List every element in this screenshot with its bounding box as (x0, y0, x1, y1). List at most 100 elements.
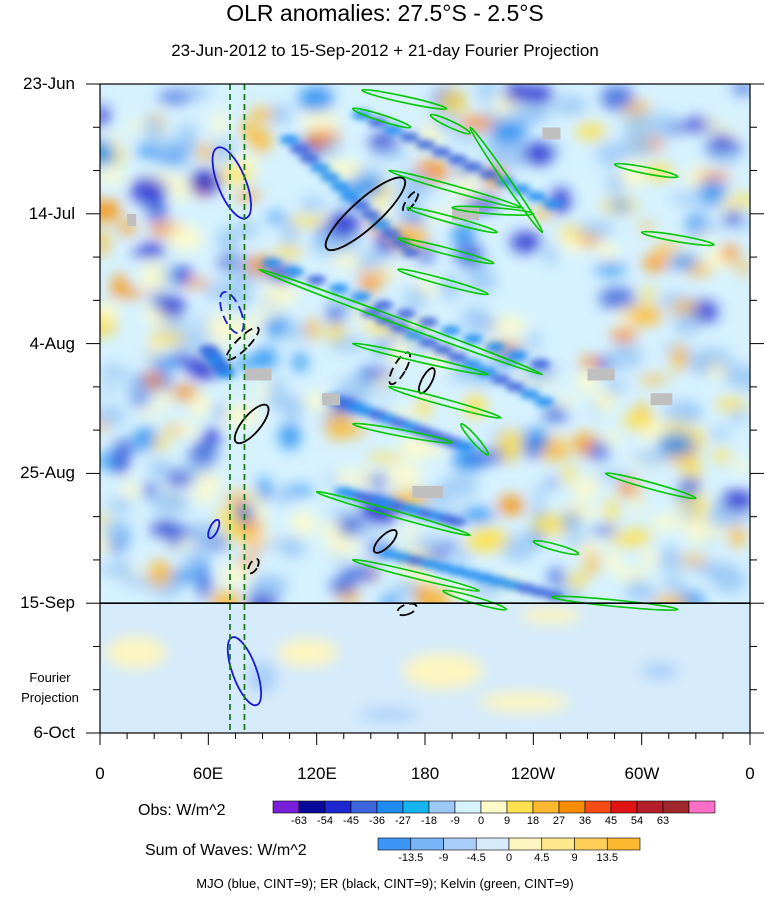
colorbar-tick-label: -36 (369, 815, 385, 827)
er-contour (372, 529, 398, 554)
colorbar-cell (454, 800, 482, 814)
contour-legend: MJO (blue, CINT=9); ER (black, CINT=9); … (196, 876, 574, 891)
kelvin-contour (258, 268, 544, 376)
colorbar-tick-label: 9 (571, 852, 578, 864)
y-tick-label: 25-Aug (20, 463, 75, 482)
colorbar-tick-label: 36 (578, 815, 592, 827)
colorbar-cell (410, 837, 444, 851)
kelvin-contour (351, 422, 453, 444)
missing-data-bar (650, 393, 673, 406)
kelvin-contour (315, 490, 471, 537)
kelvin-contour (361, 88, 448, 111)
kelvin-contour (397, 268, 490, 296)
chart-title: OLR anomalies: 27.5°S - 2.5°S (226, 0, 544, 26)
colorbar-tick-label: 0 (505, 852, 513, 864)
colorbar-tick-label: 27 (552, 815, 566, 827)
x-tick-label: 120W (510, 764, 556, 783)
colorbar-cell (376, 800, 404, 814)
kelvin-contour (469, 126, 544, 234)
colorbar-tick-label: -9 (438, 852, 449, 864)
colorbar-cell (377, 837, 412, 851)
colorbar-cell (508, 837, 543, 851)
colorbar-cell (541, 837, 575, 851)
kelvin-contour (532, 539, 580, 556)
colorbar-tick-label: 63 (656, 815, 670, 827)
colorbar-cell (688, 800, 716, 814)
colorbar-cell (298, 800, 326, 814)
colorbar-tick-label: -4.5 (466, 852, 486, 864)
colorbar-cell (574, 837, 608, 851)
x-tick-label: 60W (624, 764, 660, 783)
kelvin-contour (550, 595, 679, 611)
colorbar-cell (636, 800, 664, 814)
chart-subtitle: 23-Jun-2012 to 15-Sep-2012 + 21-day Four… (171, 41, 599, 60)
x-tick-label: 180 (410, 764, 440, 783)
colorbar-cell (506, 800, 534, 814)
colorbar-cell (606, 837, 641, 851)
missing-data-bar (127, 213, 137, 226)
colorbar-cell (532, 800, 560, 814)
kelvin-contour (351, 558, 480, 592)
projection-note-line1: Fourier (29, 670, 71, 685)
waves-colorbar-label: Sum of Waves: W/m^2 (145, 842, 307, 859)
projection-field (100, 603, 750, 733)
kelvin-contour (451, 205, 535, 216)
colorbar-cell (428, 800, 456, 814)
kelvin-contour (351, 107, 412, 129)
projection-note-line2: Projection (21, 690, 79, 705)
kelvin-contour (640, 230, 715, 247)
y-tick-label: 23-Jun (23, 74, 75, 93)
kelvin-contour (613, 162, 679, 179)
x-tick-label: 0 (745, 764, 755, 783)
missing-data-bar (322, 393, 341, 406)
colorbar-cell (443, 837, 477, 851)
colorbar-cell (475, 837, 510, 851)
mjo-contour (226, 636, 263, 707)
kelvin-contour (388, 385, 502, 419)
y-tick-label: 15-Sep (20, 593, 75, 612)
y-tick-label: 6-Oct (33, 723, 75, 742)
colorbar-tick-label: -63 (291, 815, 307, 827)
colorbar-tick-label: 45 (604, 815, 618, 827)
colorbar-cell (272, 800, 300, 814)
er-contour (247, 558, 260, 575)
wave-contours (207, 84, 715, 733)
colorbar-tick-label: -13.5 (398, 852, 424, 864)
colorbar-cell (324, 800, 352, 814)
x-tick-label: 120E (297, 764, 337, 783)
kelvin-contour (388, 169, 522, 209)
colorbar-cell (480, 800, 508, 814)
er-contour (324, 176, 407, 252)
colorbar-tick-label: -27 (395, 815, 411, 827)
plot-axes (86, 83, 764, 851)
colorbar-tick-label: 4.5 (534, 852, 550, 864)
er-contour (402, 190, 420, 213)
x-tick-label: 60E (192, 764, 224, 783)
colorbar-tick-label: 18 (526, 815, 540, 827)
kelvin-contour (351, 342, 489, 376)
colorbar-cell (584, 800, 612, 814)
colorbar-cell (610, 800, 638, 814)
observed-olr-field (100, 84, 750, 616)
colorbar-cell (558, 800, 586, 814)
missing-data-bar (244, 368, 272, 381)
obs-colorbar-label: Obs: W/m^2 (138, 802, 226, 819)
colorbar-tick-label: 0 (477, 815, 485, 827)
colorbar-tick-label: -18 (421, 815, 437, 827)
colorbar-cell (402, 800, 430, 814)
colorbar-cell (662, 800, 690, 814)
colorbar-tick-label: -9 (450, 815, 460, 827)
kelvin-contour (397, 237, 495, 265)
missing-data-bar (542, 127, 561, 140)
y-tick-label: 4-Aug (29, 334, 75, 353)
er-contour (225, 326, 260, 361)
mjo-contour (207, 518, 221, 540)
kelvin-contour (429, 113, 471, 135)
colorbar-tick-label: -54 (317, 815, 333, 827)
er-contour (396, 602, 418, 617)
colorbar-tick-label: -45 (343, 815, 359, 827)
colorbar-tick-label: 54 (630, 815, 644, 827)
missing-data-bars (127, 127, 673, 498)
colorbar-tick-label: 13.5 (596, 852, 618, 864)
